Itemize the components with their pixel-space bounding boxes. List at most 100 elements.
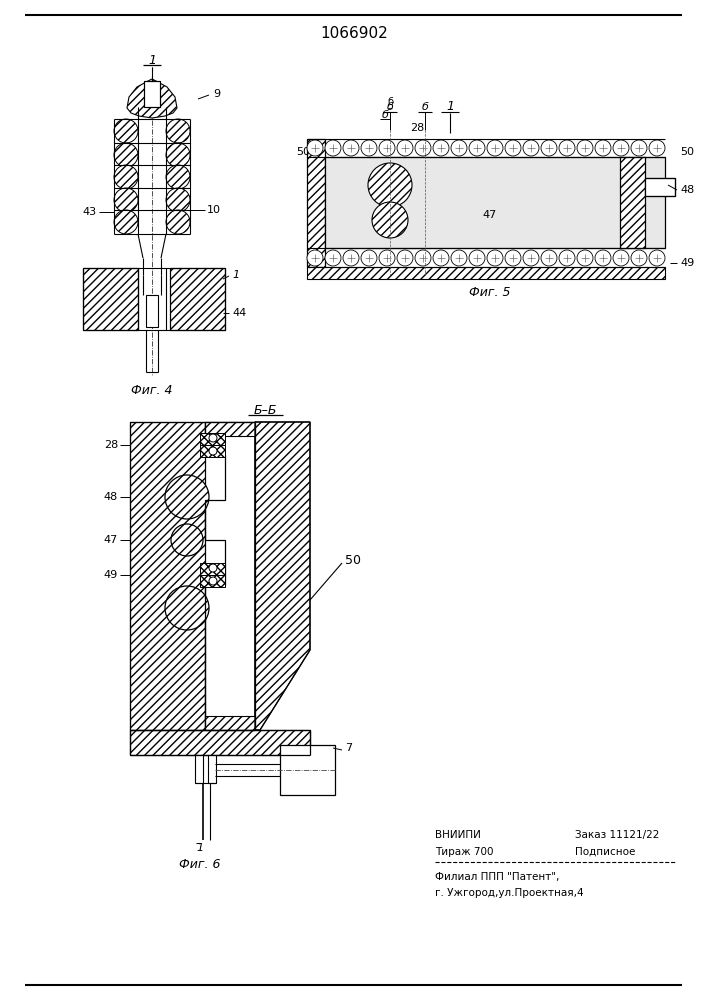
Circle shape xyxy=(451,140,467,156)
Bar xyxy=(325,157,665,248)
Circle shape xyxy=(114,143,138,167)
Circle shape xyxy=(577,250,593,266)
Circle shape xyxy=(343,140,359,156)
Circle shape xyxy=(433,250,449,266)
Text: 10: 10 xyxy=(207,205,221,215)
Text: 50: 50 xyxy=(680,147,694,157)
Circle shape xyxy=(372,202,408,238)
Circle shape xyxy=(469,140,485,156)
Text: –: – xyxy=(387,103,392,113)
Text: 28: 28 xyxy=(104,440,118,450)
Circle shape xyxy=(595,140,611,156)
Circle shape xyxy=(433,140,449,156)
Circle shape xyxy=(166,165,190,189)
Circle shape xyxy=(577,140,593,156)
Bar xyxy=(620,157,645,248)
Circle shape xyxy=(325,250,341,266)
Circle shape xyxy=(307,140,323,156)
Circle shape xyxy=(595,250,611,266)
Circle shape xyxy=(523,140,539,156)
Circle shape xyxy=(361,140,377,156)
Bar xyxy=(170,268,225,330)
Text: Тираж 700: Тираж 700 xyxy=(435,847,493,857)
Text: 28: 28 xyxy=(410,123,424,133)
Bar xyxy=(307,139,325,267)
Circle shape xyxy=(114,188,138,212)
Text: Б–Б: Б–Б xyxy=(253,403,276,416)
Circle shape xyxy=(209,447,217,455)
Text: Фиг. 5: Фиг. 5 xyxy=(469,286,510,300)
Text: 50: 50 xyxy=(345,554,361,566)
Bar xyxy=(146,295,158,327)
Circle shape xyxy=(523,250,539,266)
Circle shape xyxy=(469,250,485,266)
Text: 44: 44 xyxy=(232,308,246,318)
Text: 7: 7 xyxy=(345,743,352,753)
Circle shape xyxy=(166,143,190,167)
Bar xyxy=(205,422,255,730)
Circle shape xyxy=(114,210,138,234)
Text: 1: 1 xyxy=(232,270,239,280)
Circle shape xyxy=(541,140,557,156)
Text: 1: 1 xyxy=(446,101,454,113)
Text: 1: 1 xyxy=(197,843,204,853)
Bar xyxy=(144,81,160,107)
Text: ВНИИПИ: ВНИИПИ xyxy=(435,830,481,840)
Text: б: б xyxy=(382,110,388,120)
Text: 47: 47 xyxy=(104,535,118,545)
Circle shape xyxy=(209,434,217,442)
Circle shape xyxy=(209,564,217,572)
Circle shape xyxy=(343,250,359,266)
Circle shape xyxy=(165,586,209,630)
Bar xyxy=(205,716,255,730)
Circle shape xyxy=(325,140,341,156)
Bar xyxy=(208,755,216,783)
Text: Фиг. 6: Фиг. 6 xyxy=(180,858,221,871)
Text: б: б xyxy=(387,102,393,112)
Circle shape xyxy=(559,250,575,266)
Text: 48: 48 xyxy=(104,492,118,502)
Text: 50: 50 xyxy=(296,147,310,157)
Circle shape xyxy=(487,250,503,266)
Circle shape xyxy=(505,250,521,266)
Text: 48: 48 xyxy=(680,185,694,195)
Bar xyxy=(200,563,225,575)
Circle shape xyxy=(361,250,377,266)
Polygon shape xyxy=(130,422,225,730)
Polygon shape xyxy=(370,157,430,248)
Circle shape xyxy=(166,210,190,234)
Circle shape xyxy=(649,250,665,266)
Circle shape xyxy=(559,140,575,156)
Circle shape xyxy=(171,524,203,556)
Circle shape xyxy=(166,119,190,143)
Circle shape xyxy=(114,119,138,143)
Circle shape xyxy=(613,140,629,156)
Text: 43: 43 xyxy=(83,207,97,217)
Bar xyxy=(200,445,225,457)
Circle shape xyxy=(487,140,503,156)
Circle shape xyxy=(397,250,413,266)
Bar xyxy=(307,267,665,279)
Circle shape xyxy=(541,250,557,266)
Text: 47: 47 xyxy=(483,210,497,220)
Text: 49: 49 xyxy=(104,570,118,580)
Circle shape xyxy=(505,140,521,156)
Circle shape xyxy=(649,140,665,156)
Circle shape xyxy=(415,140,431,156)
Text: 1: 1 xyxy=(148,53,156,66)
Circle shape xyxy=(631,250,647,266)
Circle shape xyxy=(379,140,395,156)
Polygon shape xyxy=(127,79,177,118)
Bar xyxy=(200,575,225,587)
Text: б: б xyxy=(387,97,393,107)
Text: 1066902: 1066902 xyxy=(320,25,388,40)
Text: г. Ужгород,ул.Проектная,4: г. Ужгород,ул.Проектная,4 xyxy=(435,888,583,898)
Text: Подписное: Подписное xyxy=(575,847,636,857)
Circle shape xyxy=(451,250,467,266)
Text: 49: 49 xyxy=(680,258,694,268)
Circle shape xyxy=(114,165,138,189)
Circle shape xyxy=(165,475,209,519)
Circle shape xyxy=(415,250,431,266)
Bar xyxy=(83,268,138,330)
Bar xyxy=(200,433,225,445)
